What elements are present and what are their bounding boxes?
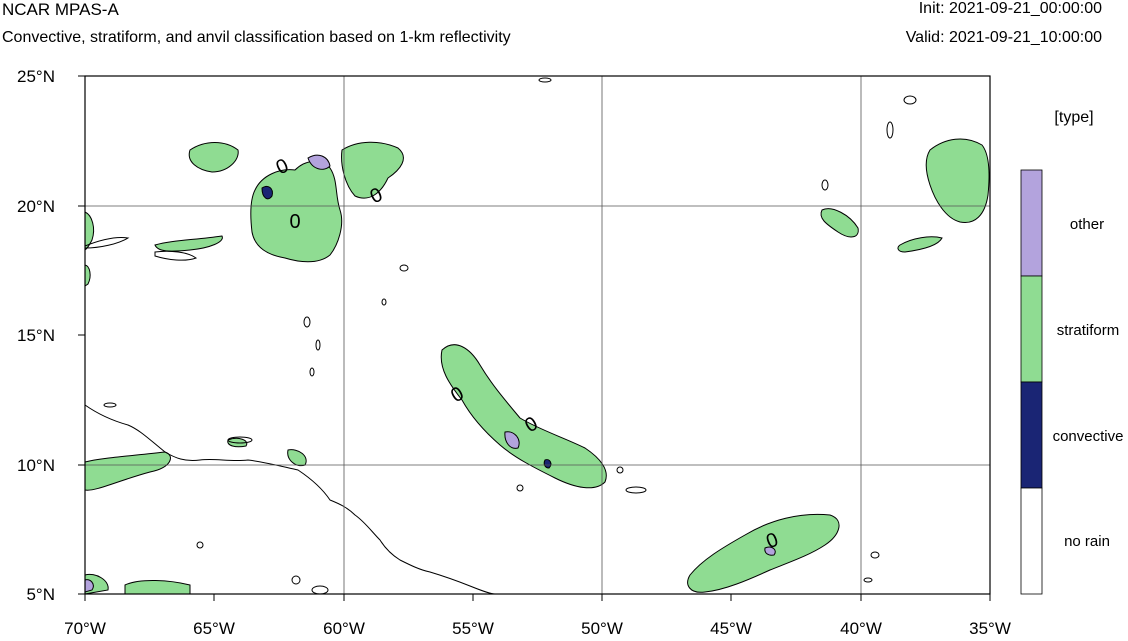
legend-title: [type]: [1054, 109, 1093, 126]
contour-cell: [291, 575, 301, 585]
coastline-south-america: [84, 404, 496, 595]
contour-cell: [315, 339, 321, 351]
precip-areas: [84, 138, 990, 595]
contour-label: 0: [289, 211, 300, 233]
graticule: [85, 76, 990, 594]
other-area: [307, 154, 331, 170]
contour-cell: [303, 316, 311, 328]
convective-area: [543, 459, 552, 469]
legend: [type] other stratiform convective no ra…: [1020, 109, 1124, 595]
contour-cell: [870, 551, 880, 559]
legend-swatch-no-rain: [1020, 487, 1043, 595]
lat-labels: 25°N 20°N 15°N 10°N 5°N: [17, 67, 55, 604]
lon-label: 45°W: [710, 619, 752, 638]
stratiform-area: [341, 141, 404, 199]
lon-label: 50°W: [581, 619, 623, 638]
map-subtitle: Convective, stratiform, and anvil classi…: [2, 29, 511, 46]
coastline-island: [84, 237, 130, 249]
legend-label: no rain: [1064, 533, 1110, 550]
stratiform-area: [440, 344, 607, 489]
lon-label: 40°W: [840, 619, 882, 638]
stratiform-area: [124, 579, 191, 595]
contour-cell: [309, 367, 315, 377]
lat-label: 5°N: [26, 585, 55, 604]
contour-cell: [538, 77, 552, 83]
legend-swatch-other: [1020, 169, 1043, 277]
init-time: Init: 2021-09-21_00:00:00: [918, 0, 1102, 17]
stratiform-area: [820, 208, 859, 238]
stratiform-area: [687, 513, 840, 593]
contour-cell: [227, 436, 253, 444]
contour-cell: [886, 121, 894, 139]
stratiform-area: [84, 264, 91, 287]
map-panel: 0 0 0 0 0 0 70°W 65°W 60°W 55°W 50°W 45°…: [17, 67, 1011, 638]
map-background: [85, 76, 990, 594]
contour-cell: [903, 95, 917, 105]
coastline-island: [154, 250, 198, 261]
lon-labels: 70°W 65°W 60°W 55°W 50°W 45°W 40°W 35°W: [64, 619, 1011, 638]
other-area: [504, 431, 520, 449]
legend-swatch-convective: [1020, 381, 1043, 489]
lat-label: 25°N: [17, 67, 55, 86]
map-title: NCAR MPAS-A: [2, 0, 119, 19]
lat-label: 10°N: [17, 456, 55, 475]
other-area: [764, 546, 776, 556]
axis-ticks: [78, 75, 991, 601]
legend-swatch-stratiform: [1020, 275, 1043, 383]
lon-label: 35°W: [969, 619, 1011, 638]
contour-cell: [196, 541, 204, 549]
contour-cell: [516, 484, 524, 492]
stratiform-area: [250, 161, 343, 263]
legend-label: stratiform: [1057, 322, 1120, 339]
convective-area: [261, 185, 273, 200]
contour-cell: [103, 402, 117, 408]
contour-cell: [821, 179, 829, 191]
stratiform-area: [84, 451, 171, 491]
lon-label: 70°W: [64, 619, 106, 638]
contour-cell: [616, 466, 624, 474]
legend-label: other: [1070, 216, 1104, 233]
lon-label: 60°W: [323, 619, 365, 638]
contour-cell: [625, 486, 647, 494]
lon-label: 65°W: [193, 619, 235, 638]
lat-label: 15°N: [17, 326, 55, 345]
stratiform-area: [897, 236, 943, 253]
contour-cell: [863, 577, 873, 583]
lat-label: 20°N: [17, 197, 55, 216]
lon-label: 55°W: [452, 619, 494, 638]
coastlines: [84, 237, 496, 595]
stratiform-area: [188, 142, 239, 173]
valid-time: Valid: 2021-09-21_10:00:00: [905, 29, 1102, 46]
legend-label: convective: [1053, 428, 1124, 445]
stratiform-area: [925, 138, 990, 224]
contour-cell: [399, 264, 409, 272]
small-cells: [103, 77, 917, 595]
other-area: [84, 579, 94, 593]
contour-cell: [381, 298, 387, 306]
